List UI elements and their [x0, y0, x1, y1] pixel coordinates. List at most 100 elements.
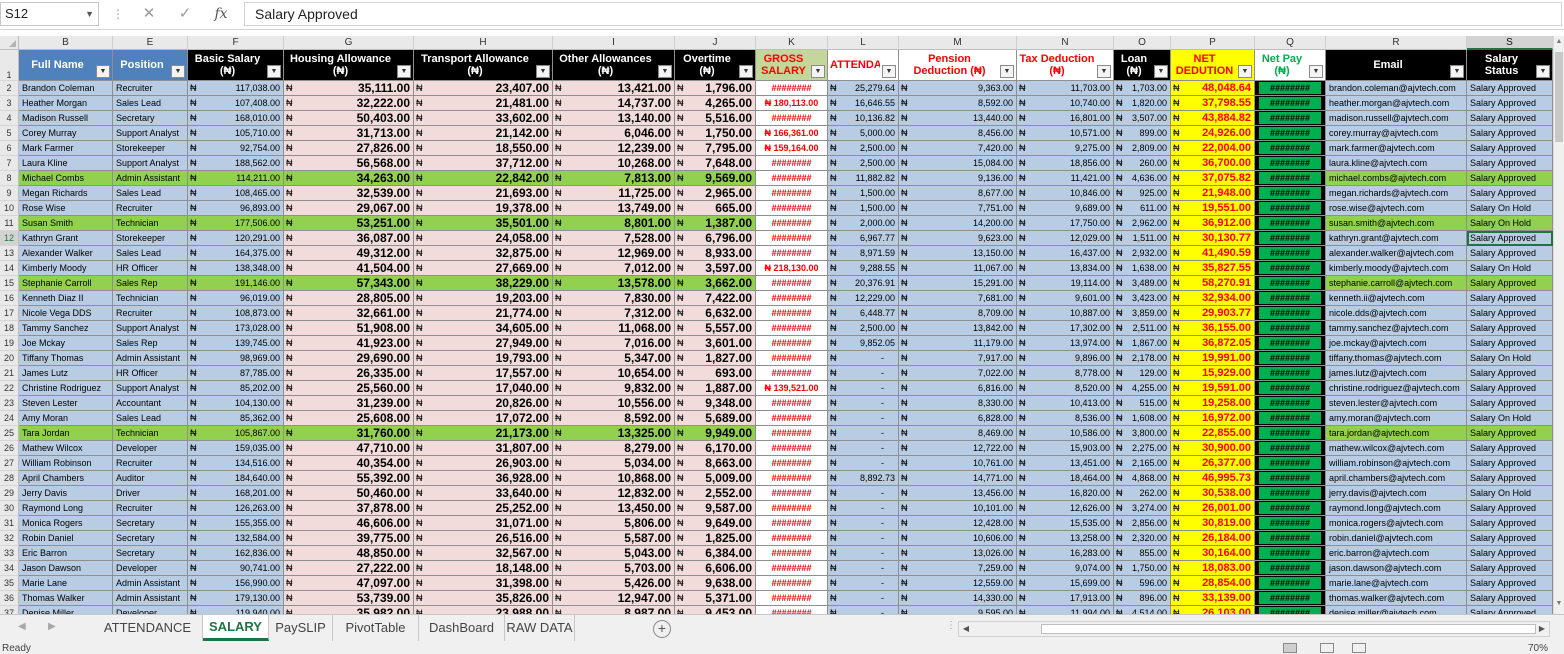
table-cell-pension[interactable]: ₦ 7,022.00 [899, 366, 1017, 381]
table-cell-gross[interactable]: ######## [756, 606, 828, 614]
table-cell-overtime[interactable]: ₦ 1,387.00 [675, 216, 756, 231]
table-cell-housing[interactable]: ₦ 31,713.00 [284, 126, 414, 141]
column-header-g[interactable]: G [284, 36, 414, 50]
table-cell-pos[interactable]: Sales Rep [113, 276, 188, 291]
table-cell-att[interactable]: ₦ 12,229.00 [828, 291, 899, 306]
table-cell-basic[interactable]: ₦ 139,745.00 [188, 336, 284, 351]
row-number[interactable]: 24 [0, 411, 19, 426]
tab-payslip[interactable]: PaySLIP [269, 615, 333, 641]
table-cell-netpay[interactable]: ######## [1255, 81, 1326, 96]
table-cell-basic[interactable]: ₦ 85,362.00 [188, 411, 284, 426]
table-cell-transport[interactable]: ₦ 18,550.00 [414, 141, 553, 156]
table-cell-transport[interactable]: ₦ 20,826.00 [414, 396, 553, 411]
table-cell-basic[interactable]: ₦ 162,836.00 [188, 546, 284, 561]
row-number[interactable]: 20 [0, 351, 19, 366]
table-cell-att[interactable]: ₦ - [828, 396, 899, 411]
table-cell-loan[interactable]: ₦ 2,165.00 [1114, 456, 1171, 471]
table-cell-tax[interactable]: ₦ 9,074.00 [1017, 561, 1114, 576]
table-cell-housing[interactable]: ₦ 50,460.00 [284, 486, 414, 501]
table-cell-gross[interactable]: ######## [756, 351, 828, 366]
table-cell-overtime[interactable]: ₦ 1,796.00 [675, 81, 756, 96]
table-cell-housing[interactable]: ₦ 31,760.00 [284, 426, 414, 441]
name-box-dropdown-icon[interactable]: ▼ [85, 9, 94, 19]
table-cell-email[interactable]: william.robinson@ajvtech.com [1326, 456, 1467, 471]
table-cell-pension[interactable]: ₦ 14,330.00 [899, 591, 1017, 606]
table-cell-tax[interactable]: ₦ 9,601.00 [1017, 291, 1114, 306]
table-cell-pos[interactable]: HR Officer [113, 366, 188, 381]
table-cell-tax[interactable]: ₦ 16,283.00 [1017, 546, 1114, 561]
table-cell-overtime[interactable]: ₦ 8,933.00 [675, 246, 756, 261]
column-header-k[interactable]: K [756, 36, 828, 50]
table-cell-other[interactable]: ₦ 5,347.00 [553, 351, 675, 366]
table-cell-gross[interactable]: ######## [756, 231, 828, 246]
scroll-right-icon[interactable]: ▶ [1538, 624, 1546, 633]
table-cell-other[interactable]: ₦ 10,654.00 [553, 366, 675, 381]
table-cell-other[interactable]: ₦ 13,749.00 [553, 201, 675, 216]
tab-scroll-left-icon[interactable]: ◀ [18, 621, 26, 632]
table-cell-status[interactable]: Salary Approved [1467, 186, 1553, 201]
table-cell-gross[interactable]: ######## [756, 486, 828, 501]
row-number[interactable]: 15 [0, 276, 19, 291]
table-cell-att[interactable]: ₦ 8,892.73 [828, 471, 899, 486]
table-cell-transport[interactable]: ₦ 27,669.00 [414, 261, 553, 276]
table-cell-email[interactable]: tammy.sanchez@ajvtech.com [1326, 321, 1467, 336]
table-cell-gross[interactable]: ₦ 166,361.00 [756, 126, 828, 141]
table-cell-transport[interactable]: ₦ 32,875.00 [414, 246, 553, 261]
table-cell-basic[interactable]: ₦ 188,562.00 [188, 156, 284, 171]
table-cell-pos[interactable]: Auditor [113, 471, 188, 486]
table-cell-name[interactable]: Kimberly Moody [19, 261, 113, 276]
table-cell-status[interactable]: Salary Approved [1467, 276, 1553, 291]
table-cell-netded[interactable]: ₦ 21,948.00 [1171, 186, 1255, 201]
table-cell-transport[interactable]: ₦ 21,142.00 [414, 126, 553, 141]
table-cell-pension[interactable]: ₦ 7,681.00 [899, 291, 1017, 306]
table-cell-overtime[interactable]: ₦ 693.00 [675, 366, 756, 381]
table-cell-transport[interactable]: ₦ 19,378.00 [414, 201, 553, 216]
cancel-icon[interactable]: ✕ [142, 5, 156, 22]
table-cell-housing[interactable]: ₦ 25,560.00 [284, 381, 414, 396]
table-cell-email[interactable]: joe.mckay@ajvtech.com [1326, 336, 1467, 351]
table-cell-email[interactable]: madison.russell@ajvtech.com [1326, 111, 1467, 126]
table-cell-transport[interactable]: ₦ 19,793.00 [414, 351, 553, 366]
table-cell-status[interactable]: Salary Approved [1467, 336, 1553, 351]
table-cell-other[interactable]: ₦ 5,034.00 [553, 456, 675, 471]
table-cell-att[interactable]: ₦ - [828, 531, 899, 546]
table-cell-netpay[interactable]: ######## [1255, 351, 1326, 366]
table-cell-housing[interactable]: ₦ 53,251.00 [284, 216, 414, 231]
filter-dropdown-icon[interactable]: ▼ [882, 65, 896, 78]
table-cell-name[interactable]: Jason Dawson [19, 561, 113, 576]
table-cell-netpay[interactable]: ######## [1255, 231, 1326, 246]
row-number[interactable]: 33 [0, 546, 19, 561]
filter-dropdown-icon[interactable]: ▼ [96, 65, 110, 78]
table-cell-loan[interactable]: ₦ 1,703.00 [1114, 81, 1171, 96]
row-number[interactable]: 2 [0, 81, 19, 96]
row-number[interactable]: 21 [0, 366, 19, 381]
table-cell-housing[interactable]: ₦ 49,312.00 [284, 246, 414, 261]
table-cell-housing[interactable]: ₦ 29,690.00 [284, 351, 414, 366]
table-cell-tax[interactable]: ₦ 15,903.00 [1017, 441, 1114, 456]
table-cell-pos[interactable]: Developer [113, 561, 188, 576]
table-cell-housing[interactable]: ₦ 47,710.00 [284, 441, 414, 456]
table-cell-pension[interactable]: ₦ 14,771.00 [899, 471, 1017, 486]
table-cell-transport[interactable]: ₦ 17,072.00 [414, 411, 553, 426]
table-cell-att[interactable]: ₦ - [828, 441, 899, 456]
table-cell-email[interactable]: april.chambers@ajvtech.com [1326, 471, 1467, 486]
table-cell-loan[interactable]: ₦ 855.00 [1114, 546, 1171, 561]
column-header-i[interactable]: I [553, 36, 675, 50]
table-cell-netded[interactable]: ₦ 43,884.82 [1171, 111, 1255, 126]
table-cell-pension[interactable]: ₦ 10,101.00 [899, 501, 1017, 516]
table-cell-status[interactable]: Salary Approved [1467, 441, 1553, 456]
table-cell-overtime[interactable]: ₦ 5,009.00 [675, 471, 756, 486]
table-cell-basic[interactable]: ₦ 117,038.00 [188, 81, 284, 96]
table-cell-att[interactable]: ₦ 16,646.55 [828, 96, 899, 111]
table-cell-pension[interactable]: ₦ 13,456.00 [899, 486, 1017, 501]
scroll-left-icon[interactable]: ◀ [962, 624, 970, 633]
table-cell-overtime[interactable]: ₦ 9,649.00 [675, 516, 756, 531]
table-cell-overtime[interactable]: ₦ 7,422.00 [675, 291, 756, 306]
table-cell-tax[interactable]: ₦ 9,896.00 [1017, 351, 1114, 366]
table-cell-pension[interactable]: ₦ 9,623.00 [899, 231, 1017, 246]
table-cell-netpay[interactable]: ######## [1255, 531, 1326, 546]
table-cell-tax[interactable]: ₦ 10,571.00 [1017, 126, 1114, 141]
table-cell-status[interactable]: Salary Approved [1467, 111, 1553, 126]
table-cell-email[interactable]: kenneth.ii@ajvtech.com [1326, 291, 1467, 306]
table-cell-loan[interactable]: ₦ 2,932.00 [1114, 246, 1171, 261]
